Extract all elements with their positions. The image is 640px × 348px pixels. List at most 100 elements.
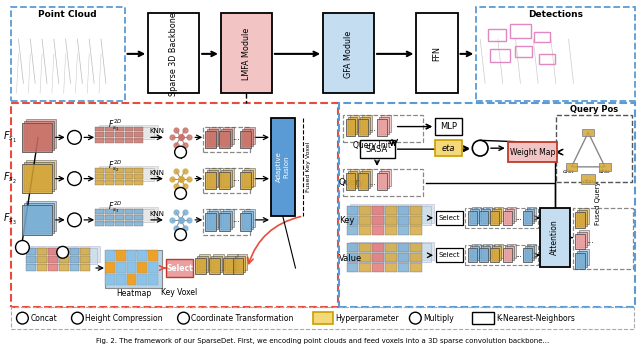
Bar [575,253,585,269]
Bar [410,206,422,215]
Text: Fused Query: Fused Query [595,181,601,225]
Text: Select: Select [439,252,460,258]
Bar [205,130,216,148]
Bar [81,264,90,271]
Bar [105,180,114,184]
Text: H: H [71,133,77,142]
Bar [199,254,210,270]
Bar [221,13,272,93]
Bar [195,258,206,274]
Circle shape [410,312,421,324]
Bar [207,128,218,146]
Bar [134,139,143,143]
Bar [362,115,372,133]
Bar [359,263,371,272]
Bar [503,248,511,262]
Text: ...: ... [368,178,376,187]
Bar [372,263,384,272]
Text: ...: ... [515,252,522,258]
Bar [347,244,431,262]
Bar [527,244,536,258]
Bar [219,172,230,189]
Bar [410,263,422,272]
Bar [95,209,104,214]
Circle shape [175,188,186,199]
Text: Heatmap: Heatmap [116,289,151,298]
Bar [134,168,143,173]
Bar [575,212,585,228]
Bar [37,264,47,271]
Bar [381,115,391,133]
Bar [209,127,220,144]
Text: T: T [178,190,183,196]
Text: $F^{2D}_{s_1}$: $F^{2D}_{s_1}$ [108,117,122,133]
Bar [470,209,479,223]
Bar [372,206,384,215]
Bar [410,226,422,235]
Text: SASA: SASA [366,145,388,154]
Circle shape [68,130,81,144]
Bar [579,208,589,224]
Bar [11,307,634,329]
Bar [525,246,534,260]
Text: $F_{s_3}$: $F_{s_3}$ [3,212,17,228]
Bar [313,312,333,324]
Text: Detections: Detections [528,10,583,19]
Bar [24,162,54,191]
Text: $F^{2D}_{s_3}$: $F^{2D}_{s_3}$ [108,199,122,215]
Text: Point Cloud: Point Cloud [38,10,97,19]
Bar [138,250,147,261]
Bar [223,258,234,274]
Text: KNN: KNN [150,211,164,217]
Bar [524,211,532,225]
Bar [134,215,143,220]
Text: GFA Module: GFA Module [344,30,353,78]
Bar [490,211,499,225]
Bar [203,209,250,235]
Bar [507,207,516,221]
Bar [349,169,359,187]
Bar [115,133,124,137]
Bar [488,29,506,41]
Bar [579,230,589,245]
Bar [209,258,220,274]
Bar [323,13,374,93]
Text: Weight Map: Weight Map [509,148,555,157]
Text: Multiply: Multiply [423,314,454,323]
Bar [410,244,422,252]
Bar [95,215,104,220]
Text: ...: ... [586,236,594,245]
Bar [95,139,104,143]
Bar [29,246,100,262]
Bar [115,209,124,214]
Bar [577,251,588,267]
Bar [372,244,384,252]
Bar [472,207,481,221]
Bar [105,127,114,132]
Bar [599,163,611,171]
Text: $dis_3$: $dis_3$ [582,177,595,186]
Bar [22,122,52,152]
Bar [347,244,358,252]
Bar [95,127,104,132]
Bar [573,208,634,269]
Bar [360,140,395,158]
Bar [48,264,58,271]
Bar [203,127,250,152]
Bar [225,256,236,272]
Bar [347,216,358,225]
Bar [207,170,218,188]
Text: Adaptive
Fusion: Adaptive Fusion [276,151,289,182]
Bar [125,209,133,214]
Text: $F_{s_1}$: $F_{s_1}$ [3,130,17,145]
Bar [11,103,338,307]
Text: H: H [71,174,77,183]
Bar [105,250,115,261]
Bar [205,213,216,231]
Bar [37,256,47,263]
Bar [115,215,124,220]
Circle shape [175,229,186,240]
Bar [116,262,125,273]
Text: T: T [178,149,183,155]
Bar [95,221,104,226]
